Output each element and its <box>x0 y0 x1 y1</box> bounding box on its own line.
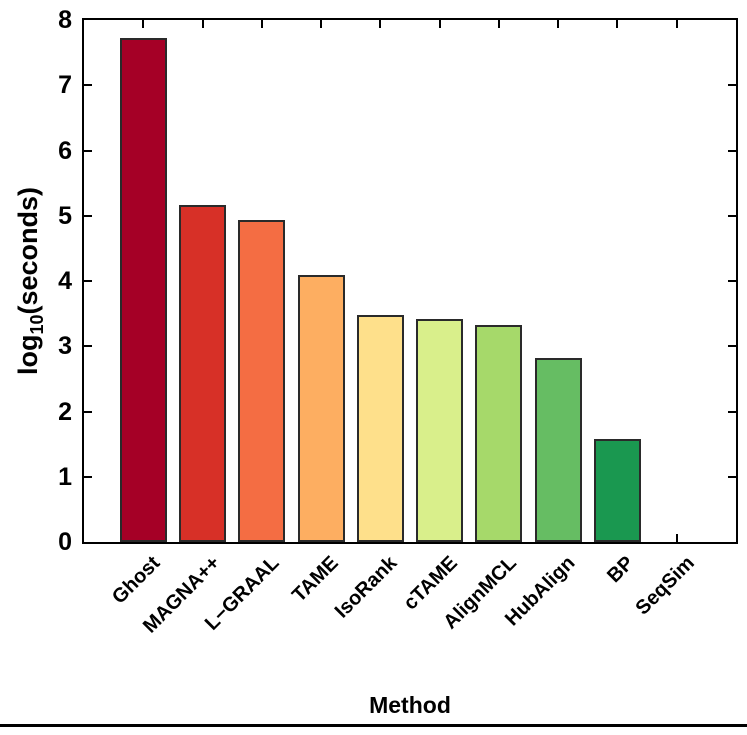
x-category-label: TAME <box>287 552 343 607</box>
x-tick-top <box>557 20 559 28</box>
y-tick-label: 2 <box>58 398 72 426</box>
y-tick-label: 3 <box>58 332 72 360</box>
bar-l-graal <box>238 220 285 542</box>
bar-bp <box>594 439 641 542</box>
x-tick-top <box>202 20 204 28</box>
x-tick-top <box>439 20 441 28</box>
y-tick-right <box>728 150 736 152</box>
x-tick-top <box>320 20 322 28</box>
y-tick-right <box>728 345 736 347</box>
y-tick-right <box>728 84 736 86</box>
y-tick-left <box>84 345 92 347</box>
x-tick-top <box>261 20 263 28</box>
y-tick-left <box>84 411 92 413</box>
bottom-divider-line <box>0 724 747 727</box>
bar-ctame <box>416 319 463 542</box>
y-tick-label: 4 <box>58 267 72 295</box>
plot-inner <box>84 20 736 542</box>
x-axis-title: Method <box>369 692 451 718</box>
y-tick-right <box>728 476 736 478</box>
y-tick-label: 0 <box>58 528 72 556</box>
x-tick-top <box>616 20 618 28</box>
y-tick-label: 8 <box>58 6 72 34</box>
x-category-label: BP <box>603 552 639 588</box>
y-tick-right <box>728 411 736 413</box>
y-tick-label: 5 <box>58 202 72 230</box>
bar-hubalign <box>535 358 582 542</box>
y-tick-label: 6 <box>58 137 72 165</box>
bar-ghost <box>120 38 167 542</box>
x-category-label: Ghost <box>108 552 165 609</box>
y-tick-right <box>728 215 736 217</box>
y-tick-left <box>84 150 92 152</box>
x-tick-top <box>379 20 381 28</box>
y-tick-left <box>84 476 92 478</box>
y-tick-left <box>84 215 92 217</box>
x-tick-top <box>498 20 500 28</box>
bar-magna- <box>179 205 226 542</box>
bar-tame <box>298 275 345 542</box>
x-tick-top <box>142 20 144 28</box>
x-tick-top <box>676 20 678 28</box>
y-tick-label: 1 <box>58 463 72 491</box>
y-tick-right <box>728 280 736 282</box>
y-tick-left <box>84 280 92 282</box>
plot-area <box>82 18 738 544</box>
x-category-label: SeqSim <box>631 552 699 620</box>
bar-isorank <box>357 315 404 542</box>
y-tick-label: 7 <box>58 71 72 99</box>
bar-alignmcl <box>475 325 522 542</box>
x-tick-bottom <box>676 534 678 542</box>
x-category-label: IsoRank <box>330 552 402 623</box>
y-tick-left <box>84 84 92 86</box>
